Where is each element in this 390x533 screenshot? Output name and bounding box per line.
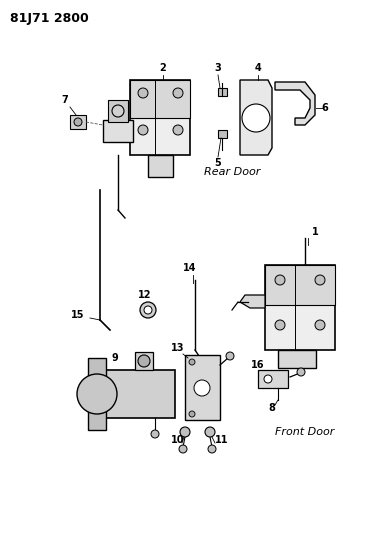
Text: Front Door: Front Door (275, 427, 335, 437)
Bar (218, 130, 227, 138)
Text: 81J71 2800: 81J71 2800 (10, 12, 89, 25)
Circle shape (275, 320, 285, 330)
Bar (103, 120, 133, 142)
Bar (258, 370, 288, 388)
Bar (265, 265, 335, 350)
Circle shape (140, 302, 156, 318)
Circle shape (180, 427, 190, 437)
Polygon shape (240, 80, 272, 155)
Circle shape (315, 275, 325, 285)
Text: 8: 8 (269, 403, 275, 413)
Text: 14: 14 (183, 263, 197, 273)
Text: Rear Door: Rear Door (204, 167, 260, 177)
Polygon shape (240, 295, 265, 308)
Polygon shape (275, 82, 315, 125)
Circle shape (242, 104, 270, 132)
Circle shape (189, 411, 195, 417)
Bar (100, 370, 175, 418)
Text: 6: 6 (322, 103, 328, 113)
Text: 10: 10 (171, 435, 185, 445)
Text: 12: 12 (138, 290, 152, 300)
Circle shape (144, 306, 152, 314)
Bar (278, 350, 316, 368)
Text: 11: 11 (215, 435, 229, 445)
Bar (108, 100, 128, 122)
Bar (265, 265, 335, 305)
Text: 4: 4 (255, 63, 261, 73)
Circle shape (264, 375, 272, 383)
Text: 1: 1 (312, 227, 318, 237)
Text: 16: 16 (251, 360, 265, 370)
Circle shape (112, 105, 124, 117)
Circle shape (173, 88, 183, 98)
Circle shape (205, 427, 215, 437)
Bar (70, 115, 86, 129)
Circle shape (275, 275, 285, 285)
Circle shape (77, 374, 117, 414)
Text: 7: 7 (62, 95, 68, 105)
Bar (88, 358, 106, 430)
Text: 9: 9 (112, 353, 119, 363)
Circle shape (173, 125, 183, 135)
Bar (185, 355, 220, 420)
Text: 3: 3 (215, 63, 222, 73)
Circle shape (208, 445, 216, 453)
Circle shape (179, 445, 187, 453)
Bar (130, 80, 190, 155)
Text: 5: 5 (215, 158, 222, 168)
Bar (148, 155, 173, 177)
Circle shape (151, 430, 159, 438)
Circle shape (74, 118, 82, 126)
Text: 2: 2 (160, 63, 167, 73)
Circle shape (138, 88, 148, 98)
Circle shape (226, 352, 234, 360)
Circle shape (189, 359, 195, 365)
Bar (130, 80, 190, 118)
Circle shape (297, 368, 305, 376)
Circle shape (138, 355, 150, 367)
Circle shape (138, 125, 148, 135)
Text: 13: 13 (171, 343, 185, 353)
Circle shape (194, 380, 210, 396)
Bar (218, 88, 227, 96)
Text: 15: 15 (71, 310, 85, 320)
Bar (135, 352, 153, 370)
Circle shape (315, 320, 325, 330)
